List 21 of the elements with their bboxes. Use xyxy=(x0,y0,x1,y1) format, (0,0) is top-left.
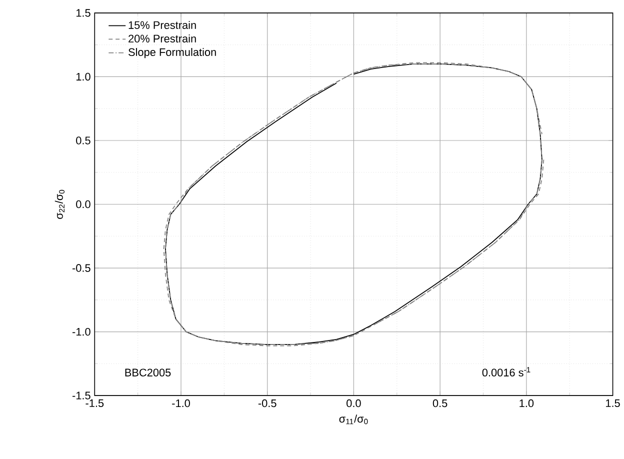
x-tick-label: 1.5 xyxy=(606,399,620,407)
y-axis-title: σ$_{22}$/σ$_{0}$ xyxy=(54,190,65,219)
x-tick-label: -1.5 xyxy=(86,399,104,407)
x-tick-label: -1.0 xyxy=(172,399,190,407)
y-tick-label: 1.0 xyxy=(76,72,90,80)
x-tick-label: 1.0 xyxy=(520,399,534,407)
y-tick-label: 0.5 xyxy=(76,136,90,144)
legend-label: Slope Formulation xyxy=(128,48,216,58)
x-tick-label: -0.5 xyxy=(258,399,276,407)
y-tick-label: -1.5 xyxy=(72,392,90,400)
x-tick-label: 0.5 xyxy=(432,399,448,407)
y-tick-label: -1.0 xyxy=(72,328,90,336)
x-axis-title: σ$_{11}$/σ$_{0}$ xyxy=(339,414,368,424)
annotation: 0.0016 s$^{-1}$ xyxy=(482,366,530,376)
y-tick-label: -0.5 xyxy=(72,264,90,272)
annotation: BBC2005 xyxy=(125,368,171,376)
y-tick-label: 0.0 xyxy=(76,200,90,208)
y-tick-label: 1.5 xyxy=(76,8,90,17)
x-tick-label: 0.0 xyxy=(346,399,361,407)
legend-label: 20% Prestrain xyxy=(128,34,196,42)
legend-label: 15% Prestrain xyxy=(128,20,196,29)
